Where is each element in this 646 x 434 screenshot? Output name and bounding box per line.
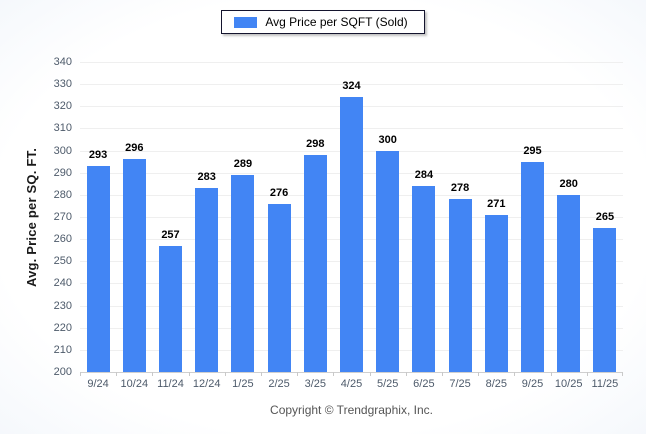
y-axis-tick-label: 340 (53, 56, 72, 68)
bar (86, 166, 110, 372)
x-axis-tick (297, 372, 299, 376)
bar-value-label: 276 (269, 186, 289, 199)
x-axis-tick (369, 372, 371, 376)
bar-value-label: 265 (595, 211, 615, 224)
y-axis-title: Avg. Price per SQ. FT. (23, 147, 39, 287)
x-axis-tick-label: 6/25 (413, 378, 435, 390)
x-axis-tick (442, 372, 443, 376)
x-axis-tick (478, 372, 480, 376)
gridline (80, 62, 623, 63)
x-axis-tick-label: 5/25 (376, 378, 399, 390)
x-axis-tick (261, 372, 262, 376)
x-axis-tick-label: 8/25 (485, 378, 507, 390)
bar-value-label: 257 (161, 228, 180, 241)
x-axis-tick-label: 9/24 (87, 378, 109, 390)
y-axis-tick-label: 280 (53, 188, 72, 201)
bar-value-label: 324 (342, 80, 361, 93)
x-axis-tick (80, 372, 81, 376)
bar-value-label: 284 (414, 169, 434, 181)
bar-value-label: 289 (233, 157, 253, 170)
y-axis-tick-label: 230 (53, 299, 72, 312)
bar (122, 159, 146, 372)
y-axis-tick-label: 250 (53, 255, 72, 268)
y-axis-tick-label: 270 (53, 211, 72, 223)
x-axis-baseline (80, 372, 623, 373)
x-axis-tick-label: 11/24 (157, 378, 184, 390)
legend-box: Avg Price per SQFT (Sold) (221, 10, 425, 34)
x-axis-tick (152, 372, 154, 376)
x-axis-tick (116, 372, 118, 376)
bar (159, 245, 182, 372)
x-axis-tick-label: 12/24 (192, 378, 221, 390)
x-axis-tick-label: 10/25 (554, 378, 583, 390)
y-axis-tick-label: 200 (53, 366, 72, 378)
gridline (80, 84, 623, 86)
bar-value-label: 298 (306, 138, 325, 150)
bar-value-label: 300 (378, 133, 397, 146)
bar (231, 174, 255, 372)
x-axis-tick (188, 372, 190, 376)
y-axis-tick-label: 210 (53, 343, 72, 356)
x-axis-tick-label: 7/25 (449, 378, 471, 390)
bar-value-label: 296 (125, 142, 144, 155)
bar-value-label: 295 (523, 144, 542, 157)
bar-value-label: 293 (88, 149, 108, 162)
y-axis-tick-label: 260 (53, 233, 72, 246)
y-axis-tick-label: 320 (53, 100, 72, 113)
bar (195, 188, 219, 372)
x-axis-tick (622, 372, 623, 376)
bar (340, 97, 363, 372)
bar (412, 186, 436, 372)
y-axis-tick-label: 220 (53, 321, 72, 334)
x-axis-tick-label: 2/25 (268, 378, 290, 390)
plot-area: 293 296 257 283 289 276 298 324 300 284 278 271 295 2… (80, 62, 623, 376)
x-axis-tick-label: 1/25 (232, 378, 254, 390)
footer-text: Copyright © Trendgraphix, Inc. (270, 403, 433, 417)
x-axis-tick-label: 11/25 (591, 378, 619, 390)
legend-label: Avg Price per SQFT (Sold) (265, 15, 408, 29)
x-axis-tick (586, 372, 588, 376)
y-axis-tick-label: 290 (53, 166, 72, 179)
x-axis-tick-label: 4/25 (340, 378, 363, 390)
bar (521, 161, 544, 372)
x-axis-tick (514, 372, 516, 376)
bar-value-label: 283 (197, 171, 216, 184)
legend-swatch-icon (234, 16, 258, 28)
x-axis-tick-label: 3/25 (304, 378, 326, 390)
bar-value-label: 271 (487, 197, 506, 210)
x-axis-tick (333, 372, 335, 376)
x-axis-tick (224, 372, 226, 376)
x-axis-tick-label: 10/24 (120, 378, 149, 390)
bar (376, 150, 400, 372)
y-axis-tick-label: 330 (53, 78, 72, 91)
x-axis-tick-label: 9/25 (521, 378, 544, 390)
bar (267, 203, 291, 372)
bar-value-label: 280 (559, 177, 578, 190)
y-axis-tick-label: 300 (53, 144, 72, 157)
y-axis-tick-label: 240 (53, 277, 72, 290)
legend: Avg Price per SQFT (Sold) (0, 10, 646, 34)
bar (484, 214, 508, 372)
x-axis-tick (550, 372, 552, 376)
bar-value-label: 278 (450, 182, 470, 195)
bar (303, 155, 327, 372)
bar (557, 194, 581, 372)
bar (593, 228, 617, 372)
bar (448, 199, 472, 372)
x-axis-tick (405, 372, 407, 376)
y-axis-tick-label: 310 (53, 122, 72, 135)
